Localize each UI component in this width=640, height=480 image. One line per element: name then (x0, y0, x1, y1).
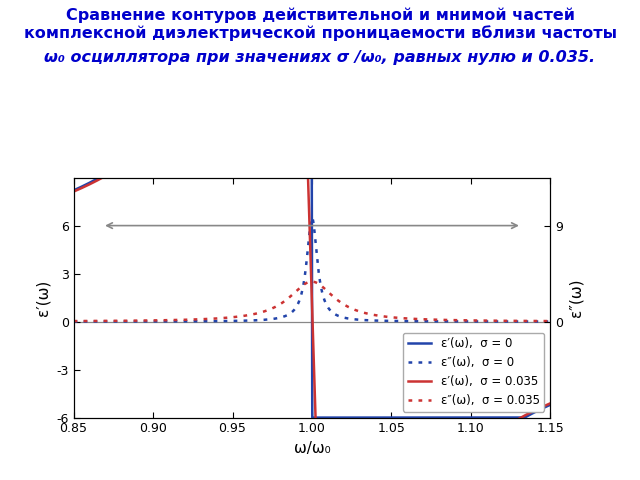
Y-axis label: ε′(ω): ε′(ω) (36, 279, 51, 316)
Y-axis label: ε″(ω): ε″(ω) (569, 278, 584, 317)
Legend: ε′(ω),  σ = 0, ε″(ω),  σ = 0, ε′(ω),  σ = 0.035, ε″(ω),  σ = 0.035: ε′(ω), σ = 0, ε″(ω), σ = 0, ε′(ω), σ = 0… (403, 333, 545, 412)
X-axis label: ω/ω₀: ω/ω₀ (294, 441, 330, 456)
Text: Сравнение контуров действительной и мнимой частей
комплексной диэлектрической пр: Сравнение контуров действительной и мним… (24, 7, 616, 41)
Text: ω₀ осциллятора при значениях σ /ω₀, равных нулю и 0.035.: ω₀ осциллятора при значениях σ /ω₀, равн… (44, 50, 596, 65)
